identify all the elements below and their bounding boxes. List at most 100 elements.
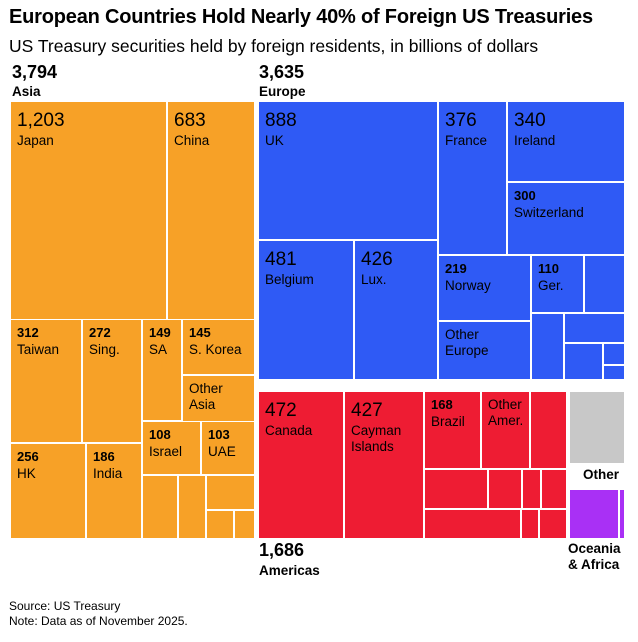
asia-minor-tile-3 (207, 476, 254, 509)
europe-norway-label: Norway (445, 278, 491, 293)
europe-switzerland-label: Switzerland (514, 205, 584, 220)
oceania-africa-label-line2: & Africa (568, 557, 620, 572)
americas-minor-tile-6 (425, 510, 520, 538)
europe-switzerland-tile (508, 183, 624, 254)
europe-minor-tile-3 (565, 314, 624, 342)
asia-total: 3,794 (12, 62, 58, 82)
europe-lux-tile (355, 241, 437, 379)
americas-brazil-tile (425, 392, 480, 468)
americas-total: 1,686 (259, 540, 305, 560)
asia-taiwan-label: Taiwan (17, 342, 59, 357)
asia-other-asia-label-line2: Asia (189, 397, 216, 412)
asia-label: Asia (12, 84, 41, 99)
americas-cayman-islands-label-line1: Cayman (351, 423, 401, 438)
asia-hk-tile (11, 444, 85, 538)
asia-japan-tile (11, 102, 166, 319)
europe-minor-tile-1 (585, 256, 624, 312)
europe-belgium-label: Belgium (265, 272, 314, 287)
europe-other-europe-tile (439, 322, 530, 379)
europe-lux-value: 426 (361, 249, 393, 270)
americas-minor-tile-8 (540, 510, 566, 538)
europe-ger-label: Ger. (538, 278, 564, 293)
other-label: Other (583, 467, 620, 482)
oceania_africa-minor-tile-1 (570, 490, 618, 538)
europe-norway-tile (439, 256, 530, 320)
chart-title: European Countries Hold Nearly 40% of Fo… (9, 6, 593, 28)
americas-minor-tile-1 (531, 392, 566, 468)
americas-canada-value: 472 (265, 400, 297, 421)
asia-taiwan-tile (11, 320, 81, 442)
europe-france-tile (439, 102, 506, 254)
americas-minor-tile-5 (542, 470, 566, 508)
americas-other-amer-tile (482, 392, 529, 468)
europe-switzerland-value: 300 (514, 188, 536, 203)
europe-france-label: France (445, 133, 487, 148)
americas-brazil-label: Brazil (431, 414, 465, 429)
asia-minor-tile-5 (235, 511, 254, 538)
europe-label: Europe (259, 84, 306, 99)
asia-minor-tile-1 (143, 476, 177, 538)
americas-minor-tile-7 (522, 510, 538, 538)
americas-cayman-islands-value: 427 (351, 400, 383, 421)
asia-sa-label: SA (149, 342, 167, 357)
europe-ireland-tile (508, 102, 624, 181)
asia-other-asia-label-line1: Other (189, 381, 223, 396)
europe-uk-value: 888 (265, 110, 297, 131)
asia-china-label: China (174, 133, 210, 148)
americas-brazil-value: 168 (431, 397, 453, 412)
source-note: Source: US Treasury (9, 599, 121, 613)
chart-subtitle: US Treasury securities held by foreign r… (9, 36, 539, 56)
europe-other-europe-label-line1: Other (445, 327, 479, 342)
europe-ger-value: 110 (538, 261, 559, 276)
asia-sing-label: Sing. (89, 342, 120, 357)
asia-uae-tile (202, 422, 254, 474)
americas-minor-tile-4 (523, 470, 540, 508)
asia-sa-value: 149 (149, 325, 171, 340)
asia-israel-value: 108 (149, 427, 171, 442)
europe-uk-label: UK (265, 133, 284, 148)
americas-other-amer-label-line1: Other (488, 397, 522, 412)
europe-ireland-value: 340 (514, 110, 546, 131)
americas-canada-tile (259, 392, 343, 538)
asia-s-korea-label: S. Korea (189, 342, 242, 357)
europe-minor-tile-6 (604, 366, 624, 379)
asia-uae-value: 103 (208, 427, 230, 442)
asia-china-value: 683 (174, 110, 206, 131)
data-date-note: Note: Data as of November 2025. (9, 614, 188, 628)
asia-hk-label: HK (17, 466, 36, 481)
europe-ger-tile (532, 256, 583, 312)
asia-taiwan-value: 312 (17, 325, 39, 340)
asia-sa-tile (143, 320, 181, 420)
europe-belgium-tile (259, 241, 353, 379)
asia-israel-tile (143, 422, 200, 474)
americas-minor-tile-3 (489, 470, 521, 508)
asia-sing-value: 272 (89, 325, 111, 340)
asia-minor-tile-4 (207, 511, 233, 538)
asia-china-tile (168, 102, 254, 319)
asia-india-tile (87, 444, 141, 538)
oceania-africa-label-line1: Oceania (568, 541, 621, 556)
asia-sing-tile (83, 320, 141, 442)
asia-s-korea-value: 145 (189, 325, 211, 340)
asia-japan-label: Japan (17, 133, 54, 148)
americas-minor-tile-2 (425, 470, 487, 508)
asia-india-label: India (93, 466, 123, 481)
europe-minor-tile-2 (532, 314, 563, 379)
asia-japan-value: 1,203 (17, 110, 65, 131)
asia-uae-label: UAE (208, 444, 236, 459)
europe-belgium-value: 481 (265, 249, 297, 270)
europe-minor-tile-5 (604, 344, 624, 364)
europe-uk-tile (259, 102, 437, 239)
americas-other-amer-label-line2: Amer. (488, 413, 523, 428)
europe-norway-value: 219 (445, 261, 467, 276)
europe-minor-tile-4 (565, 344, 602, 379)
europe-other-europe-label-line2: Europe (445, 343, 489, 358)
asia-minor-tile-2 (179, 476, 205, 538)
americas-canada-label: Canada (265, 423, 313, 438)
europe-ireland-label: Ireland (514, 133, 555, 148)
americas-label: Americas (259, 563, 320, 578)
asia-other-asia-tile (183, 376, 254, 421)
other-minor-tile-1 (570, 392, 624, 463)
europe-france-value: 376 (445, 110, 477, 131)
